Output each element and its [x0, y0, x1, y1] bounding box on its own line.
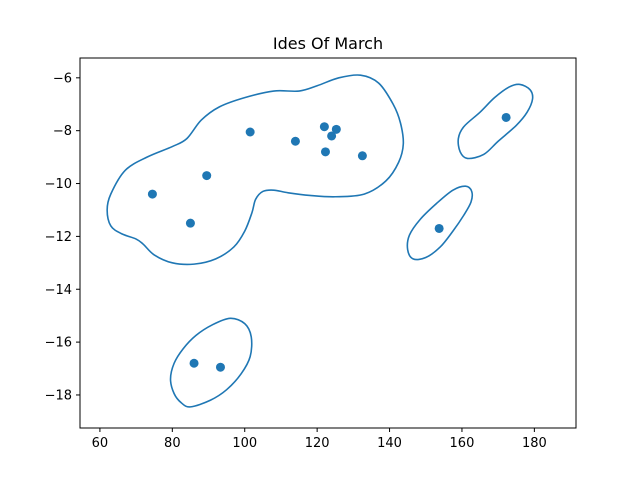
- y-axis: −6 −8 −10 −12 −14 −16 −18: [45, 71, 80, 403]
- density-contours: [106, 74, 534, 408]
- x-tick-label: 120: [305, 436, 330, 451]
- data-point: [434, 223, 444, 233]
- data-point: [147, 189, 157, 199]
- contour-line-1: [106, 74, 405, 266]
- data-point: [245, 127, 255, 137]
- data-point: [501, 112, 511, 122]
- contour-line-3: [406, 185, 474, 261]
- plot-area-frame: [79, 57, 577, 429]
- y-tick-label: −8: [53, 124, 72, 139]
- data-point: [320, 147, 330, 157]
- x-tick-label: 140: [377, 436, 402, 451]
- y-tick-label: −12: [45, 230, 72, 245]
- data-point: [327, 131, 337, 141]
- x-tick-label: 100: [232, 436, 257, 451]
- x-tick-label: 60: [92, 436, 109, 451]
- x-tick-label: 180: [522, 436, 547, 451]
- contour-line-4: [169, 317, 253, 408]
- data-point: [215, 362, 225, 372]
- data-point: [357, 151, 367, 161]
- y-tick-label: −14: [45, 283, 72, 298]
- data-point: [202, 171, 212, 181]
- data-point: [185, 218, 195, 228]
- contour-line-2: [457, 83, 534, 160]
- data-points: [147, 112, 511, 372]
- data-point: [319, 122, 329, 132]
- data-point: [290, 136, 300, 146]
- chart-title: Ides Of March: [273, 34, 383, 53]
- x-tick-label: 160: [450, 436, 475, 451]
- y-tick-label: −16: [45, 336, 72, 351]
- y-tick-label: −6: [53, 71, 72, 86]
- data-point: [331, 124, 341, 134]
- x-tick-label: 80: [164, 436, 181, 451]
- data-point: [189, 358, 199, 368]
- y-tick-label: −10: [45, 177, 72, 192]
- y-tick-label: −18: [45, 388, 72, 403]
- x-axis: 60 80 100 120 140 160 180: [92, 428, 547, 451]
